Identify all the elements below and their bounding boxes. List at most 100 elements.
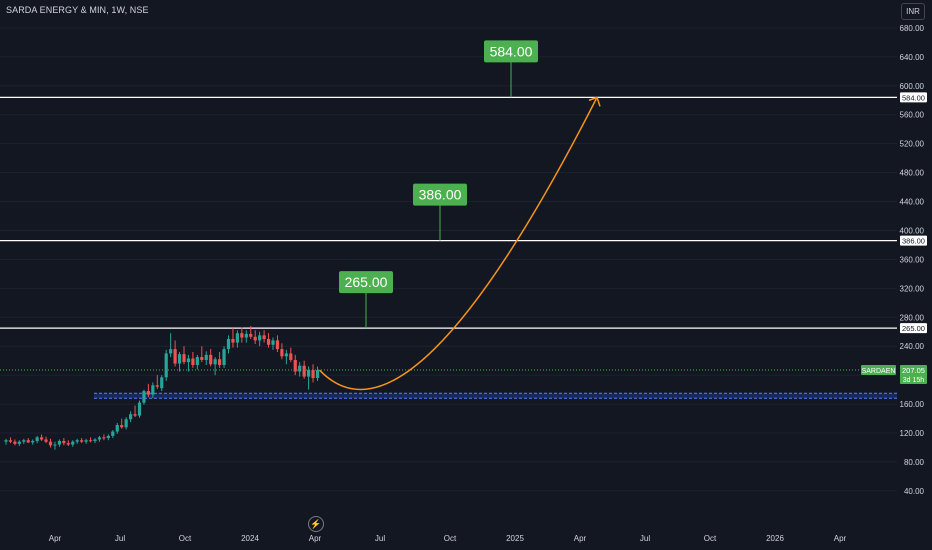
candle[interactable] [124,417,128,430]
candle[interactable] [271,337,275,350]
candle[interactable] [173,340,177,367]
candle[interactable] [249,325,253,339]
candle-body [191,358,195,366]
candle[interactable] [160,375,164,392]
candle[interactable] [137,400,142,418]
candle[interactable] [40,434,44,441]
candle[interactable] [75,438,79,444]
candle[interactable] [240,327,244,343]
candle[interactable] [280,343,284,360]
candle[interactable] [266,333,271,348]
candle[interactable] [307,366,311,390]
price-level-tag [900,92,927,103]
candle[interactable] [218,351,222,368]
candle[interactable] [186,354,191,372]
symbol-title: SARDA ENERGY & MIN, 1W, NSE [6,5,149,15]
candle[interactable] [71,440,75,447]
candle[interactable] [4,438,8,445]
candle[interactable] [35,435,39,444]
candle[interactable] [244,330,248,343]
candle-body [164,353,168,378]
candle-body [88,440,93,442]
candle[interactable] [66,440,70,447]
candle[interactable] [182,346,186,365]
candle[interactable] [315,366,320,381]
candle[interactable] [200,346,204,363]
candle-body [106,435,110,439]
candle[interactable] [209,349,213,367]
time-tick-label: Apr [49,534,62,543]
time-axis[interactable]: Apr Jul Oct 2024 Apr Jul Oct 2025 Apr Jul Oct 2026 A… [49,534,847,543]
candle[interactable] [13,439,17,446]
price-tick-label: 680.00 [900,24,925,33]
time-tick-label: Jul [115,534,125,543]
candle[interactable] [8,437,13,444]
candle[interactable] [80,438,84,444]
candle[interactable] [146,383,150,397]
candle[interactable] [133,405,137,418]
candle[interactable] [17,440,21,447]
target-label: 584.00 [484,40,538,98]
candle[interactable] [129,411,133,423]
support-zone-fill [94,393,897,399]
candle[interactable] [275,335,280,352]
candle[interactable] [106,434,110,441]
candle[interactable] [88,437,93,443]
candle[interactable] [204,351,208,366]
time-tick-label: 2026 [766,534,784,543]
candle[interactable] [169,333,173,358]
candle[interactable] [155,375,159,389]
candles[interactable] [4,325,320,450]
candle[interactable] [48,438,53,448]
candle[interactable] [195,354,199,370]
candle-body [22,440,26,442]
candle[interactable] [164,349,168,381]
candle[interactable] [177,351,182,372]
candle[interactable] [151,382,155,399]
candle[interactable] [311,364,315,383]
candle[interactable] [84,438,88,444]
price-axis[interactable]: 40.0080.00120.00160.00200.00240.00280.00… [861,24,927,496]
candle[interactable] [22,438,26,444]
candle[interactable] [222,346,226,368]
candle[interactable] [253,330,257,345]
candle[interactable] [62,438,66,446]
price-level-text: 265.00 [902,324,925,333]
candle[interactable] [289,347,293,363]
candle[interactable] [142,389,146,405]
candle[interactable] [191,351,195,368]
time-tick-label: Oct [704,534,717,543]
candle-body [146,391,150,395]
candle[interactable] [298,362,302,377]
lightning-icon[interactable]: ⚡ [308,516,324,532]
candle-body [240,333,244,338]
candle[interactable] [235,330,239,348]
price-tick-label: 600.00 [900,82,925,91]
candle[interactable] [293,354,297,376]
candle[interactable] [93,438,97,444]
target-box [484,40,538,63]
candle[interactable] [115,422,119,434]
candle[interactable] [120,418,124,429]
candle[interactable] [53,441,57,450]
price-levels [0,96,897,329]
candle[interactable] [284,349,288,365]
candle[interactable] [111,430,115,439]
candle[interactable] [26,438,30,444]
candle[interactable] [262,330,266,343]
candle[interactable] [57,439,61,447]
projection-curve [318,96,601,391]
candle[interactable] [97,435,102,442]
candle[interactable] [231,328,235,348]
candle-body [289,353,293,360]
candle[interactable] [213,357,217,376]
candle[interactable] [226,335,231,354]
currency-button[interactable]: INR [901,3,925,20]
candle[interactable] [31,439,35,445]
candle-body [133,414,137,416]
candle[interactable] [258,331,262,347]
candle[interactable] [44,436,48,444]
candle[interactable] [302,360,306,379]
candle[interactable] [102,434,106,441]
